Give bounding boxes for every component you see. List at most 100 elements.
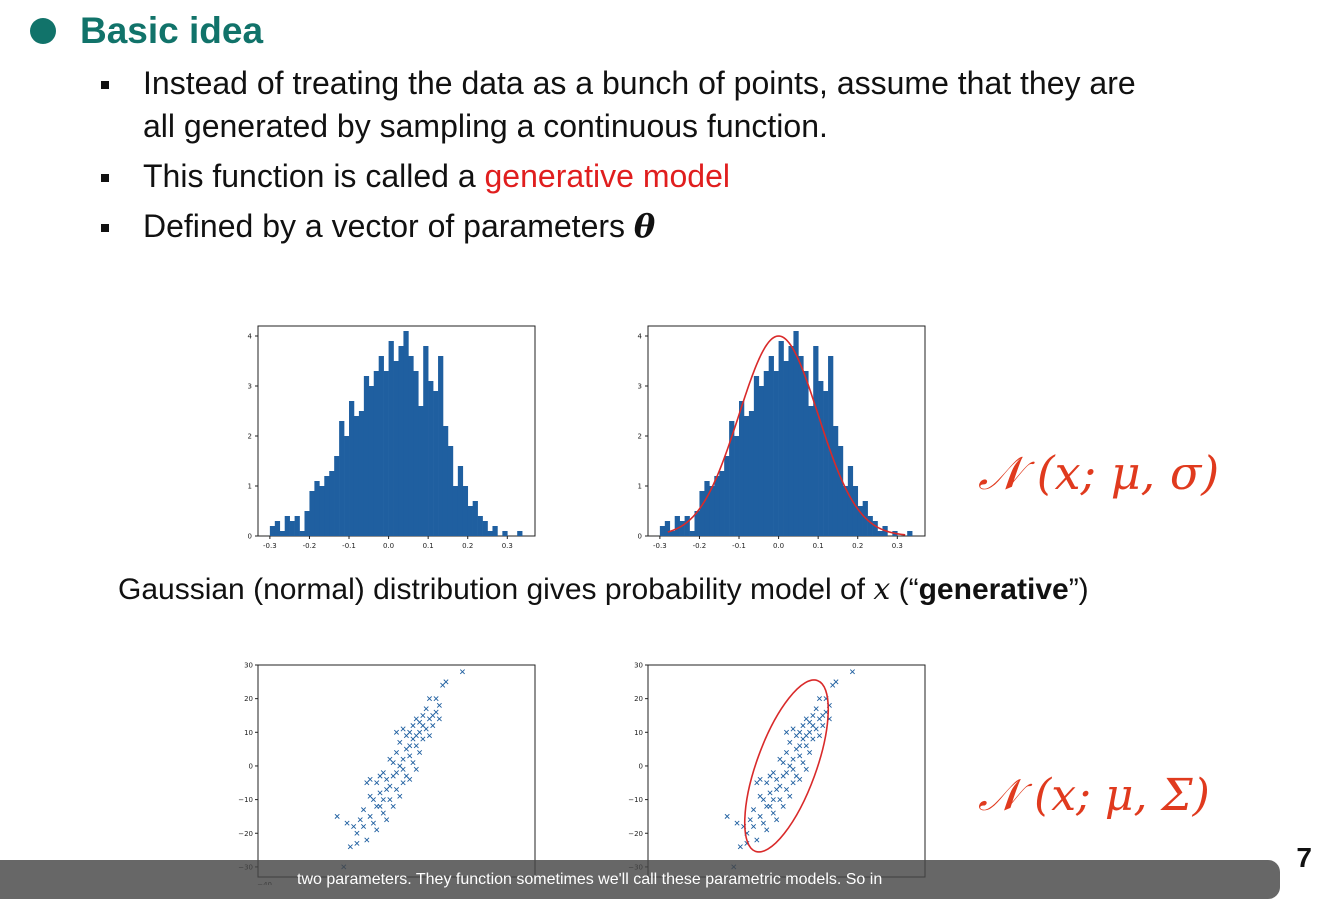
point-stroke xyxy=(777,756,783,762)
point-stroke xyxy=(351,824,357,830)
scatter-point xyxy=(760,820,766,826)
x-tick-label: 0.2 xyxy=(462,542,473,550)
scatter-point xyxy=(407,729,413,735)
point-stroke xyxy=(390,803,396,809)
scatter-point xyxy=(440,682,446,688)
scatter-point xyxy=(816,733,822,739)
scatter-point xyxy=(797,753,803,759)
histogram-bar xyxy=(329,471,335,536)
bullet-1: Instead of treating the data as a bunch … xyxy=(101,62,1136,148)
histogram-bar xyxy=(837,446,844,536)
caption: Gaussian (normal) distribution gives pro… xyxy=(118,572,1089,607)
point-stroke xyxy=(744,840,750,846)
scatter-point xyxy=(410,723,416,729)
heading-bullet-dot xyxy=(30,18,56,44)
scatter-point xyxy=(357,817,363,823)
point-stroke xyxy=(430,723,436,729)
histogram-bar xyxy=(438,356,444,536)
scatter-point xyxy=(426,696,432,702)
histogram-bar xyxy=(452,486,459,536)
histogram-bar xyxy=(339,421,345,536)
histogram-bar xyxy=(798,356,804,536)
scatter-point xyxy=(426,733,432,739)
point-stroke xyxy=(790,726,796,732)
scatter-point xyxy=(417,729,423,735)
scatter-point xyxy=(783,786,790,793)
histogram-bar xyxy=(393,361,399,536)
histogram-bar xyxy=(743,416,750,536)
heading-title: Basic idea xyxy=(80,10,264,51)
histogram-bar xyxy=(664,521,671,536)
point-stroke xyxy=(397,739,403,745)
scatter-point xyxy=(390,760,396,766)
scatter-point xyxy=(793,746,799,752)
point-stroke xyxy=(757,776,763,782)
histogram-bar xyxy=(778,341,784,536)
point-stroke xyxy=(420,736,426,742)
caption-mid: (“ xyxy=(890,573,919,606)
point-stroke xyxy=(816,696,822,702)
x-tick-label: -0.2 xyxy=(303,542,317,550)
scatter-point xyxy=(787,793,793,799)
histogram-bar xyxy=(867,516,873,536)
scatter-point xyxy=(400,766,406,772)
y-tick-label: 1 xyxy=(638,483,642,491)
point-stroke xyxy=(413,743,419,749)
formula-multivariate: 𝒩 (x; μ, Σ) xyxy=(978,770,1210,821)
histogram-bar xyxy=(353,416,360,536)
scatter-point xyxy=(816,696,822,702)
scatter-point xyxy=(760,797,766,803)
point-stroke xyxy=(423,706,429,712)
scatter-point xyxy=(370,797,376,803)
scatter-point xyxy=(377,803,383,809)
scatter-point xyxy=(403,773,409,779)
histogram-bar xyxy=(299,531,305,536)
histogram-bar xyxy=(803,371,809,536)
scatter-point xyxy=(377,790,383,796)
point-stroke xyxy=(390,773,396,779)
point-stroke xyxy=(361,807,367,813)
scatter-point xyxy=(384,817,390,823)
point-stroke xyxy=(380,797,386,803)
scatter-point xyxy=(724,813,730,819)
scatter-point xyxy=(433,696,439,702)
scatter-point xyxy=(734,820,740,826)
point-stroke xyxy=(800,736,806,742)
point-stroke xyxy=(361,824,367,830)
scatter-point xyxy=(780,773,786,779)
scatter-point xyxy=(436,702,442,708)
scatter-point xyxy=(390,803,396,809)
point-stroke xyxy=(807,729,813,735)
scatter-point xyxy=(764,780,770,786)
point-stroke xyxy=(760,820,766,826)
point-stroke xyxy=(370,820,376,826)
point-stroke xyxy=(370,797,376,803)
point-stroke xyxy=(420,712,426,718)
scatter-point xyxy=(797,729,803,735)
histogram-bar xyxy=(763,371,769,536)
scatter-point xyxy=(807,719,813,725)
scatter-point xyxy=(830,682,836,688)
y-tick-label: −10 xyxy=(238,796,253,804)
histogram-bar xyxy=(423,346,429,536)
x-tick-label: -0.2 xyxy=(693,542,707,550)
point-stroke xyxy=(774,776,780,782)
histogram-bar xyxy=(413,371,419,536)
scatter-point xyxy=(807,729,813,735)
scatter-point xyxy=(774,786,780,793)
x-tick-label: -0.3 xyxy=(653,542,667,550)
histogram-bar xyxy=(684,516,690,536)
histogram-with-fit: -0.3 -0.2 -0.1 0.0 0.1 0.2 0.3 0 1 2 3 4 xyxy=(638,325,926,550)
y-tick-label: 3 xyxy=(248,383,252,391)
point-stroke xyxy=(377,790,383,796)
point-stroke xyxy=(849,669,855,675)
scatter-point xyxy=(374,827,380,833)
histogram-bar xyxy=(669,531,676,536)
point-stroke xyxy=(787,739,793,745)
point-stroke xyxy=(770,810,776,816)
bullet-3: Defined by a vector of parameters θ xyxy=(100,205,655,248)
point-stroke xyxy=(400,766,406,772)
point-stroke xyxy=(400,756,406,762)
caption-var: x xyxy=(873,572,891,607)
scatter-point xyxy=(757,813,763,819)
